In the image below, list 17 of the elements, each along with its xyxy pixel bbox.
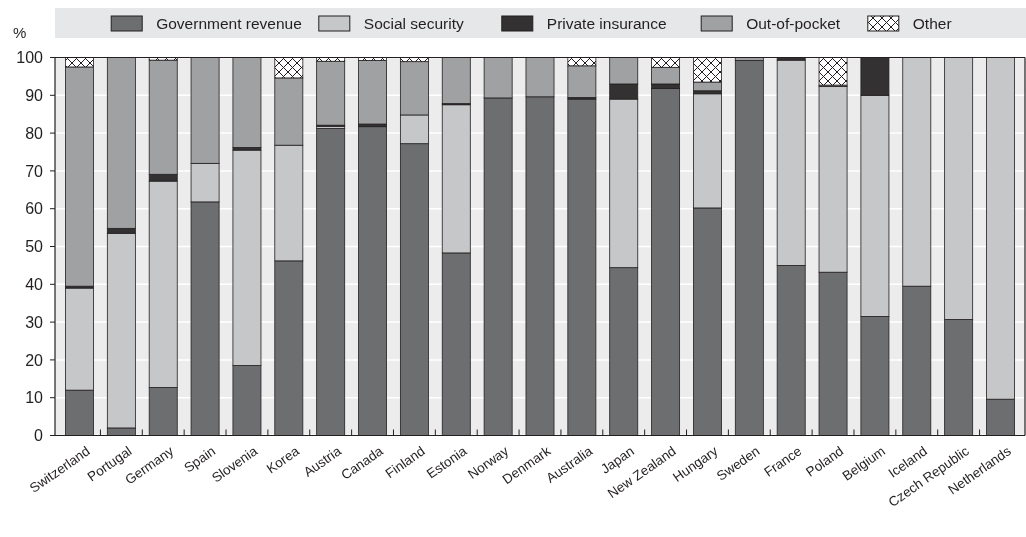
y-tick-label: 50 bbox=[25, 238, 44, 256]
legend-label: Social security bbox=[363, 15, 464, 32]
y-tick-label: 100 bbox=[16, 49, 44, 67]
y-tick-label: 10 bbox=[25, 389, 44, 407]
y-axis-title: % bbox=[13, 23, 27, 41]
legend-label: Out-of-pocket bbox=[746, 15, 841, 32]
y-tick-label: 30 bbox=[25, 313, 44, 331]
y-tick-label: 80 bbox=[25, 124, 44, 142]
y-tick-label: 0 bbox=[34, 427, 44, 445]
y-tick-label: 60 bbox=[25, 200, 44, 218]
y-tick-label: 90 bbox=[25, 86, 44, 104]
y-tick-label: 40 bbox=[25, 275, 44, 293]
y-tick-label: 70 bbox=[25, 162, 44, 180]
legend-label: Other bbox=[912, 15, 952, 32]
legend-label: Government revenue bbox=[156, 15, 302, 32]
legend-label: Private insurance bbox=[546, 15, 667, 32]
y-tick-label: 20 bbox=[25, 351, 44, 369]
